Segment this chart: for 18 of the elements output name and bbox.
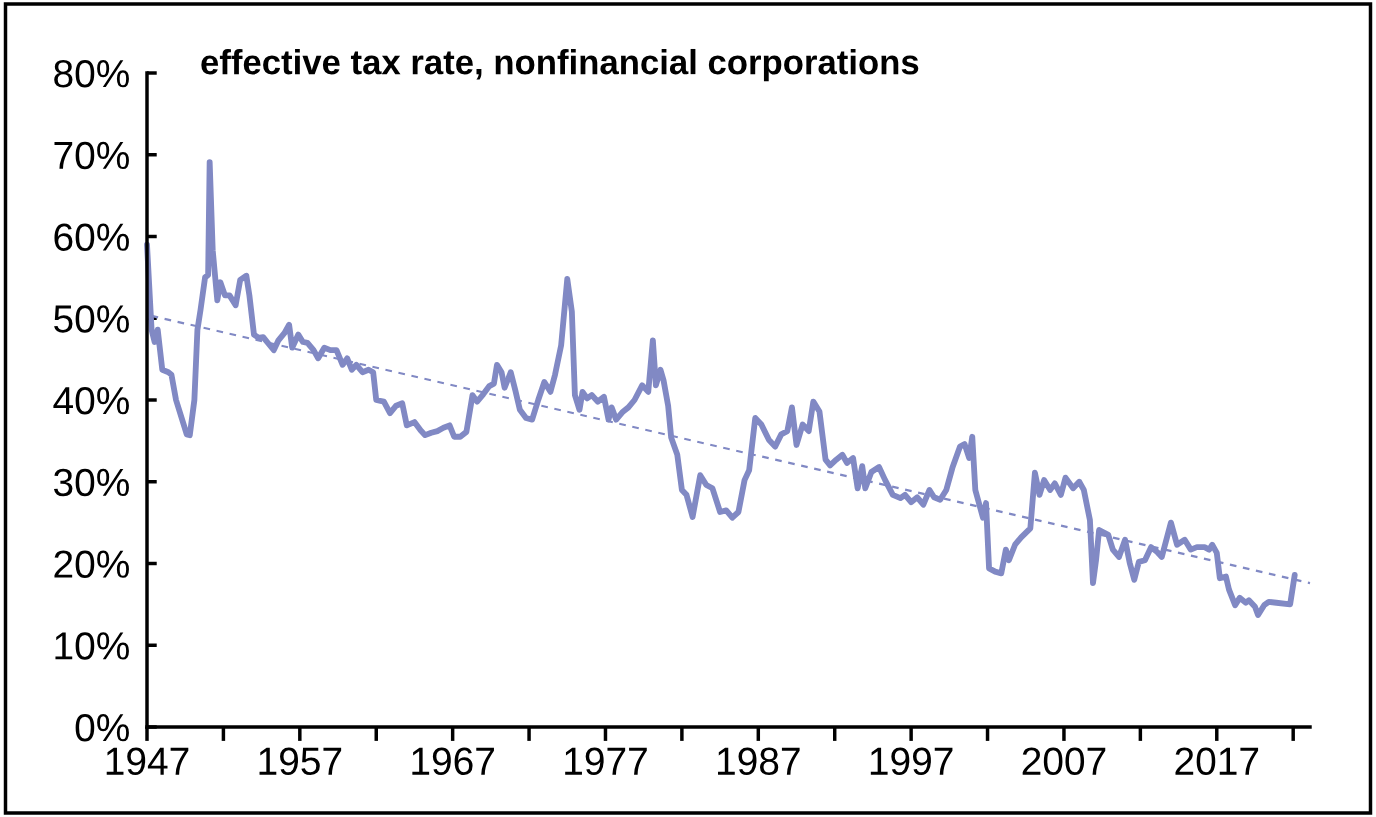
y-tick-label: 30% <box>53 468 129 497</box>
x-tick-label: 2007 <box>1022 747 1106 776</box>
x-tick-label: 1987 <box>718 747 800 776</box>
x-tick-label: 1977 <box>565 747 647 776</box>
x-tick-label: 1957 <box>259 747 342 776</box>
chart-title: effective tax rate, nonfinancial corporations <box>201 48 919 82</box>
y-tick-label: 20% <box>54 550 129 578</box>
x-tick-label: 2017 <box>1175 747 1259 776</box>
y-tick-label: 40% <box>53 386 129 415</box>
y-tick-label: 80% <box>54 59 129 88</box>
y-tick-label: 70% <box>54 141 129 170</box>
y-tick-label: 60% <box>54 223 129 251</box>
x-tick-label: 1997 <box>870 747 953 776</box>
y-tick-label: 0% <box>75 713 129 742</box>
x-tick-label: 1947 <box>106 747 189 776</box>
x-tick-label: 1967 <box>412 747 494 776</box>
y-tick-label: 50% <box>54 305 129 333</box>
y-tick-label: 10% <box>55 632 129 660</box>
